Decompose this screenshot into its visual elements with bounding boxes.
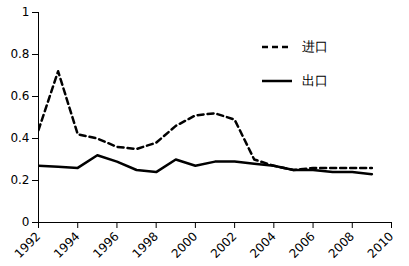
svg-text:0: 0: [22, 215, 30, 229]
svg-text:0.2: 0.2: [10, 173, 29, 187]
svg-text:1: 1: [22, 5, 30, 19]
html-text:进口: 进口: [302, 39, 328, 54]
svg-text:0.4: 0.4: [10, 131, 29, 145]
svg-text:2002: 2002: [208, 229, 239, 260]
svg-text:2010: 2010: [365, 229, 396, 260]
svg-text:1996: 1996: [90, 229, 121, 260]
svg-text:0.6: 0.6: [10, 89, 29, 103]
svg-text:1992: 1992: [12, 229, 43, 260]
svg-text:1998: 1998: [130, 229, 161, 260]
svg-text:2004: 2004: [247, 229, 278, 260]
svg-text:2000: 2000: [169, 229, 200, 260]
svg-text:2008: 2008: [326, 229, 357, 260]
svg-text:0.8: 0.8: [10, 47, 29, 61]
svg-text:1994: 1994: [51, 229, 82, 260]
svg-text:2006: 2006: [286, 229, 317, 260]
html-text:出口: 出口: [302, 73, 328, 88]
